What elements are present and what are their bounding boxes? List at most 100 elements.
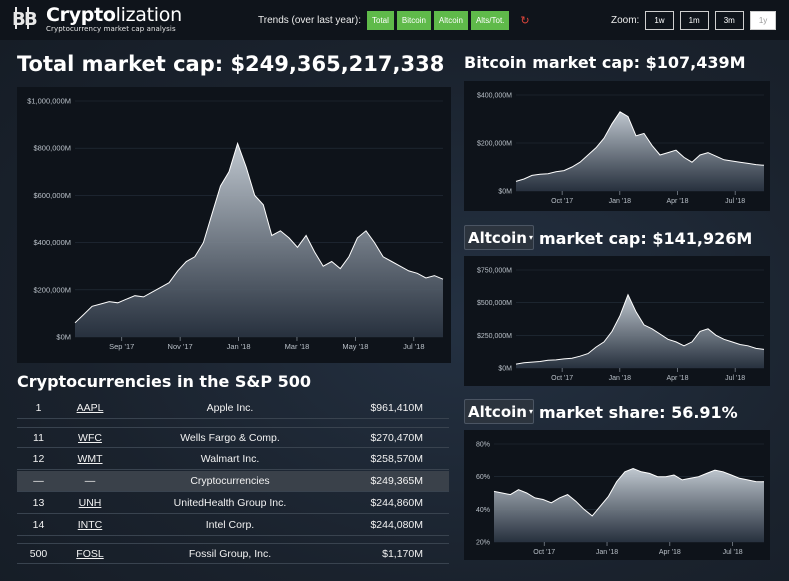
table-row[interactable]: 1 AAPL Apple Inc. $961,410M <box>17 398 449 419</box>
x-tick-label: Jul '18 <box>725 198 745 205</box>
y-tick-label: 20% <box>476 540 490 547</box>
trends-bar: Trends (over last year): Total Bitcoin A… <box>258 11 530 30</box>
altcoin-market-cap-chart[interactable]: $0M $250,000M $500,000M $750,000M Oct '17 Jan… <box>464 256 770 386</box>
table-row[interactable]: 11 WFC Wells Fargo & Comp. $270,470M <box>17 427 449 448</box>
trends-label: Trends (over last year): <box>258 15 361 26</box>
company-name: Fossil Group, Inc. <box>188 547 272 560</box>
ticker-link[interactable]: FOSL <box>76 547 104 560</box>
y-tick-label: $0M <box>498 189 512 196</box>
market-cap-value: $244,080M <box>370 519 423 531</box>
market-cap-value: $270,470M <box>370 431 423 444</box>
rank-cell: 12 <box>32 453 45 465</box>
y-tick-label: $800,000M <box>33 144 71 153</box>
svg-text:B: B <box>24 9 38 30</box>
coin-selector-value: Altcoin <box>468 228 527 247</box>
bitcoin-market-cap-chart[interactable]: $0M $200,000M $400,000M Oct '17 Jan '18 Apr '… <box>464 81 770 211</box>
zoom-1y-button[interactable]: 1y <box>749 11 777 30</box>
series-line <box>515 111 765 182</box>
altcoin-market-cap-heading: market cap: $141,926M <box>539 229 753 248</box>
area-series <box>75 143 443 337</box>
y-tick-label: $400,000M <box>33 238 71 247</box>
sp500-heading: Cryptocurrencies in the S&P 500 <box>17 372 312 391</box>
total-market-cap-heading: Total market cap: $249,365,217,338 <box>17 52 445 76</box>
series-line <box>74 141 444 324</box>
trend-alts-total-button[interactable]: Alts/Tot. <box>470 11 510 30</box>
zoom-label: Zoom: <box>611 15 640 26</box>
x-tick-label: Oct '17 <box>533 549 555 556</box>
table-row[interactable]: 500 FOSL Fossil Group, Inc. $1,170M <box>17 543 449 564</box>
company-name: Apple Inc. <box>206 402 254 414</box>
zoom-1w-button[interactable]: 1w <box>645 11 674 30</box>
market-share-heading: market share: 56.91% <box>539 403 738 422</box>
app-subtitle: Cryptocurrency market cap analysis <box>46 25 176 33</box>
x-tick-label: Apr '18 <box>667 375 689 382</box>
table-row[interactable]: 12 WMT Walmart Inc. $258,570M <box>17 449 449 470</box>
zoom-bar: Zoom: 1w 1m 3m 1y <box>611 11 782 30</box>
company-name: Intel Corp. <box>205 519 255 531</box>
x-tick-label: Nov '17 <box>168 342 193 351</box>
y-tick-label: $600,000M <box>33 191 71 200</box>
bitcoin-b-icon: BB <box>12 7 38 30</box>
coin-selector-dropdown[interactable]: Altcoin ▾ <box>464 225 534 250</box>
ticker-link[interactable]: WFC <box>78 431 102 444</box>
bitcoin-market-cap-heading: Bitcoin market cap: $107,439M <box>464 53 746 72</box>
company-name: Cryptocurrencies <box>190 475 270 487</box>
x-tick-label: Jan '18 <box>227 342 251 351</box>
trend-altcoin-button[interactable]: Altcoin <box>433 11 468 30</box>
trend-bitcoin-button[interactable]: Bitcoin <box>396 11 431 30</box>
series-line <box>515 293 765 365</box>
ticker-link[interactable]: WMT <box>77 453 103 465</box>
x-tick-label: Jan '18 <box>596 549 618 556</box>
market-share-chart[interactable]: 20% 40% 60% 80% Oct '17 Jan '18 Apr '18 Jul '18 <box>464 430 770 560</box>
ticker-link[interactable]: AAPL <box>76 402 104 414</box>
y-tick-label: 80% <box>476 442 490 449</box>
share-selector-value: Altcoin <box>468 402 527 421</box>
y-tick-label: $200,000M <box>33 285 71 294</box>
x-tick-label: Oct '17 <box>551 198 573 205</box>
rank-cell: 1 <box>35 402 42 414</box>
area-series <box>494 468 764 542</box>
refresh-icon[interactable]: ↻ <box>520 14 530 27</box>
x-tick-label: Sep '17 <box>109 342 134 351</box>
trend-total-button[interactable]: Total <box>367 11 394 30</box>
app-title-bold: Crypto <box>46 4 116 26</box>
area-series <box>516 111 764 191</box>
market-cap-value: $961,410M <box>370 402 423 414</box>
x-tick-label: May '18 <box>342 342 368 351</box>
y-tick-label: 40% <box>476 507 490 514</box>
y-tick-label: $400,000M <box>477 93 512 100</box>
x-tick-label: Oct '17 <box>551 375 573 382</box>
app-title-light: lization <box>115 4 182 26</box>
company-name: Wells Fargo & Comp. <box>180 431 280 444</box>
rank-cell: 500 <box>29 547 48 560</box>
x-tick-label: Apr '18 <box>659 549 681 556</box>
table-row[interactable]: 14 INTC Intel Corp. $244,080M <box>17 515 449 536</box>
share-selector-dropdown[interactable]: Altcoin ▾ <box>464 399 534 424</box>
y-tick-label: $750,000M <box>477 268 512 275</box>
company-name: UnitedHealth Group Inc. <box>173 497 287 509</box>
rank-cell: — <box>33 475 44 487</box>
table-row[interactable]: 13 UNH UnitedHealth Group Inc. $244,860M <box>17 493 449 514</box>
zoom-3m-button[interactable]: 3m <box>714 11 744 30</box>
market-cap-value: $249,365M <box>370 475 423 487</box>
chevron-down-icon: ▾ <box>528 407 533 416</box>
x-tick-label: Jan '18 <box>609 198 631 205</box>
ticker-link[interactable]: INTC <box>77 519 103 531</box>
y-tick-label: $250,000M <box>477 333 512 340</box>
total-market-cap-chart[interactable]: $0M $200,000M $400,000M $600,000M $800,000M $… <box>17 87 451 363</box>
table-row-highlight[interactable]: — — Cryptocurrencies $249,365M <box>17 471 449 492</box>
y-tick-label: $200,000M <box>477 141 512 148</box>
area-series <box>516 294 764 368</box>
series-line <box>493 467 765 517</box>
y-tick-label: $0M <box>498 366 512 373</box>
app-title: Cryptolization <box>46 5 182 25</box>
x-tick-label: Jul '18 <box>725 375 745 382</box>
rank-cell: 11 <box>33 431 44 444</box>
rank-cell: 14 <box>32 519 45 531</box>
x-tick-label: Mar '18 <box>285 342 310 351</box>
zoom-1m-button[interactable]: 1m <box>679 11 709 30</box>
y-tick-label: $1,000,000M <box>27 97 71 106</box>
ticker-link[interactable]: UNH <box>78 497 102 509</box>
